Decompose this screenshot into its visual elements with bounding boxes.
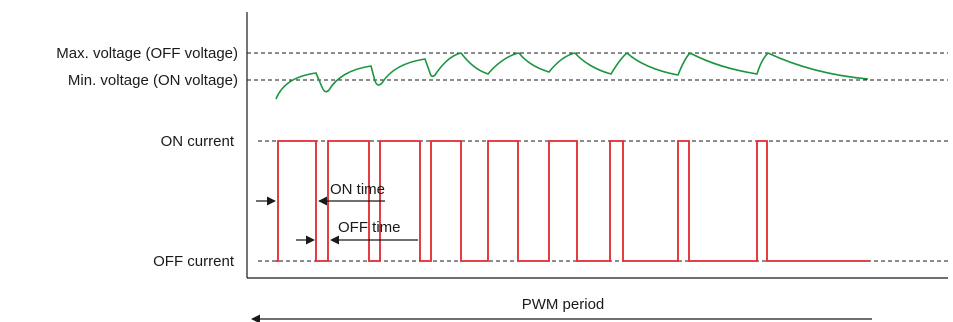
min-voltage-label: Min. voltage (ON voltage): [68, 72, 238, 89]
off-time-label: OFF time: [338, 219, 401, 236]
on-current-label: ON current: [161, 133, 235, 150]
pwm-period-label: PWM period: [522, 296, 605, 313]
on-time-label: ON time: [330, 181, 385, 198]
off-current-label: OFF current: [153, 253, 235, 270]
current-waveform: [276, 140, 870, 262]
max-voltage-label: Max. voltage (OFF voltage): [56, 45, 238, 62]
voltage-curve: [275, 51, 869, 100]
